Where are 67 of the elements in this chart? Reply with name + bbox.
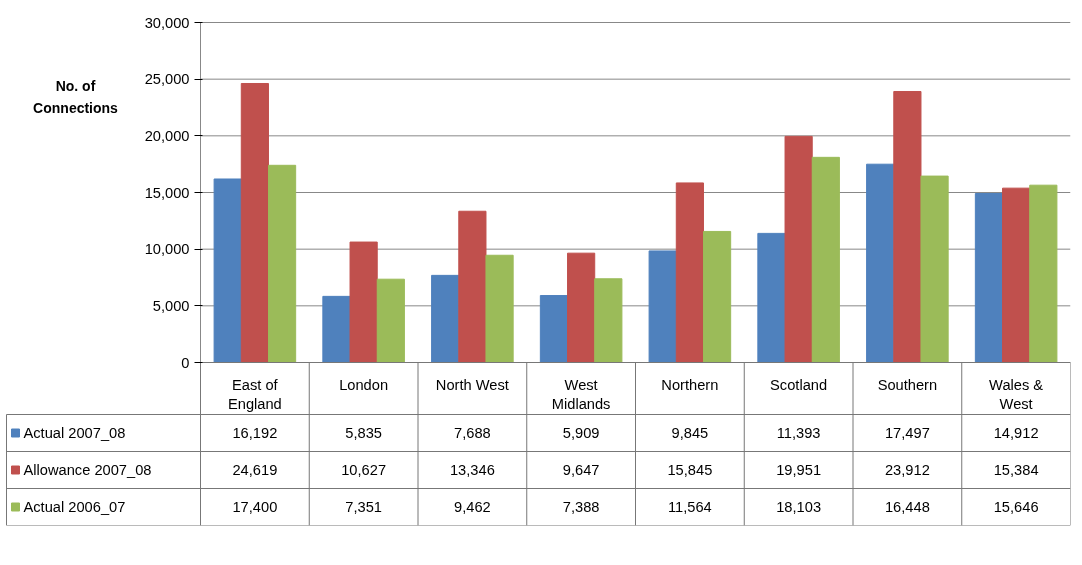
x-tick-label: London bbox=[339, 376, 389, 393]
bar bbox=[920, 175, 949, 363]
x-tick-label: Southern bbox=[877, 376, 938, 393]
bar bbox=[213, 178, 242, 363]
data-label: 16,192 bbox=[232, 425, 278, 441]
data-label: 23,912 bbox=[884, 462, 930, 478]
bar bbox=[267, 164, 297, 363]
data-label: 11,564 bbox=[668, 499, 712, 515]
x-tick-label: Wales & West bbox=[989, 376, 1044, 412]
data-label: 9,462 bbox=[454, 499, 491, 515]
x-tick-label: West Midlands bbox=[551, 376, 611, 412]
data-label: 13,346 bbox=[449, 462, 495, 478]
x-tick-label: East of England bbox=[227, 376, 282, 412]
data-label: 24,619 bbox=[232, 462, 278, 478]
legend-label: Allowance 2007_08 bbox=[23, 462, 152, 478]
bar bbox=[974, 193, 1004, 363]
data-label: 7,388 bbox=[562, 499, 600, 515]
x-tick-label: Northern bbox=[661, 376, 719, 393]
y-tick-label: 0 bbox=[181, 354, 190, 371]
bar bbox=[240, 82, 269, 363]
data-label: 9,845 bbox=[671, 425, 709, 441]
data-label: 15,646 bbox=[993, 499, 1039, 515]
y-tick-label: 25,000 bbox=[144, 71, 190, 88]
data-label: 5,835 bbox=[345, 425, 382, 441]
bar bbox=[1029, 184, 1058, 363]
data-label: 16,448 bbox=[884, 499, 930, 515]
legend-label: Actual 2007_08 bbox=[23, 425, 126, 441]
data-label: 9,647 bbox=[562, 462, 600, 478]
bar bbox=[458, 210, 487, 363]
data-label: 15,845 bbox=[667, 462, 713, 478]
bar bbox=[376, 278, 405, 363]
y-tick-label: 10,000 bbox=[144, 241, 190, 258]
bar bbox=[539, 295, 569, 363]
bar bbox=[757, 232, 786, 363]
data-label: 5,909 bbox=[562, 425, 600, 441]
y-axis-title: No. of Connections bbox=[33, 78, 119, 117]
data-label: 11,393 bbox=[776, 425, 821, 441]
bar bbox=[322, 295, 351, 363]
data-label: 7,688 bbox=[454, 425, 491, 441]
data-label: 18,103 bbox=[776, 499, 822, 515]
bar bbox=[702, 230, 732, 363]
y-tick-label: 5,000 bbox=[152, 297, 190, 314]
x-tick-label: North West bbox=[435, 376, 509, 393]
bar bbox=[675, 182, 704, 363]
legend-label: Actual 2006_07 bbox=[23, 499, 126, 515]
bar bbox=[431, 274, 460, 363]
x-tick-label: Scotland bbox=[770, 376, 828, 393]
bar bbox=[349, 241, 378, 363]
bar bbox=[811, 156, 840, 363]
bar bbox=[893, 91, 922, 363]
y-tick-label: 15,000 bbox=[144, 184, 190, 201]
data-label: 14,912 bbox=[993, 425, 1039, 441]
bar bbox=[567, 252, 596, 363]
y-tick-label: 30,000 bbox=[144, 14, 190, 31]
bar bbox=[1002, 187, 1031, 363]
data-label: 17,497 bbox=[884, 425, 930, 441]
data-label: 17,400 bbox=[232, 499, 278, 515]
bar bbox=[594, 278, 623, 363]
bar bbox=[485, 254, 514, 363]
data-label: 19,951 bbox=[776, 462, 822, 478]
data-label: 10,627 bbox=[341, 462, 387, 478]
bar bbox=[866, 163, 895, 363]
data-label: 15,384 bbox=[993, 462, 1039, 478]
bar bbox=[648, 250, 677, 363]
data-label: 7,351 bbox=[345, 499, 382, 515]
bar bbox=[784, 135, 813, 363]
y-tick-label: 20,000 bbox=[144, 127, 190, 144]
